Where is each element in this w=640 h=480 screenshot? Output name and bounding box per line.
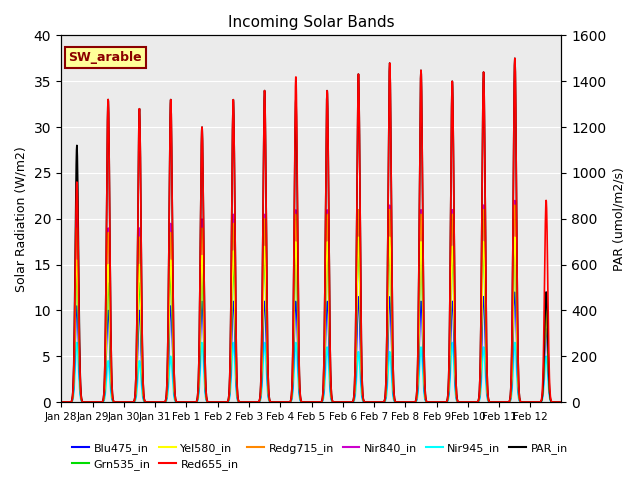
Title: Incoming Solar Bands: Incoming Solar Bands [228, 15, 394, 30]
Text: SW_arable: SW_arable [68, 51, 142, 64]
Legend: Blu475_in, Grn535_in, Yel580_in, Red655_in, Redg715_in, Nir840_in, Nir945_in, PA: Blu475_in, Grn535_in, Yel580_in, Red655_… [68, 438, 572, 474]
Y-axis label: PAR (umol/m2/s): PAR (umol/m2/s) [612, 167, 625, 271]
Y-axis label: Solar Radiation (W/m2): Solar Radiation (W/m2) [15, 146, 28, 291]
